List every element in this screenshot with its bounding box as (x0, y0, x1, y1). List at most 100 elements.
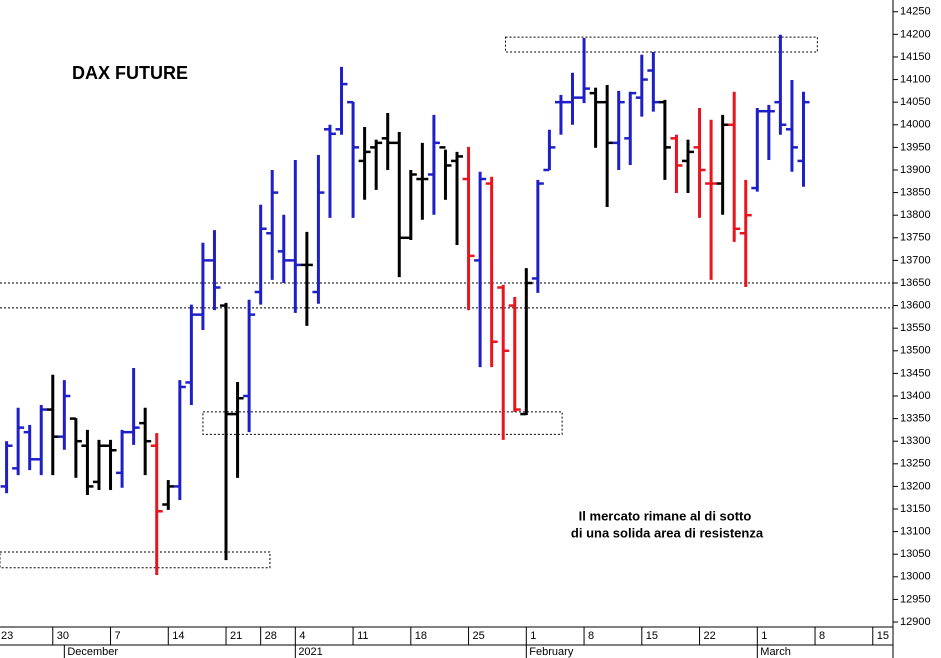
annotation: Il mercato rimane al di sotto (579, 508, 752, 523)
ohlc-bar (762, 104, 775, 161)
y-tick-label: 13600 (900, 299, 931, 311)
ohlc-bar (277, 214, 290, 283)
ohlc-bar (751, 108, 764, 192)
ohlc-bar (797, 91, 810, 187)
x-tick-label: 7 (115, 630, 121, 642)
y-tick-label: 12950 (900, 593, 931, 605)
ohlc-bar (451, 151, 464, 246)
ohlc-bar (231, 381, 244, 478)
x-tick-label: 28 (265, 630, 277, 642)
month-label: February (529, 646, 574, 658)
ohlc-bar (497, 284, 510, 440)
y-tick-label: 14150 (900, 51, 931, 63)
x-tick-label: 18 (415, 630, 427, 642)
ohlc-bar (578, 37, 591, 104)
y-tick-label: 14200 (900, 28, 931, 40)
y-tick-label: 13200 (900, 480, 931, 492)
ohlc-bar (554, 94, 567, 135)
y-tick-label: 13750 (900, 232, 931, 244)
ohlc-bar (139, 407, 152, 476)
ohlc-bar (485, 176, 498, 368)
ohlc-bar (92, 439, 105, 491)
x-tick-label: 30 (57, 630, 69, 642)
x-tick-label: 15 (646, 630, 658, 642)
ohlc-bar (370, 139, 383, 190)
ohlc-bar (0, 441, 13, 494)
ohlc-bar (474, 171, 487, 368)
ohlc-bar (393, 132, 406, 278)
zone (0, 551, 271, 569)
plot-area (0, 34, 893, 576)
y-tick-label: 13700 (900, 254, 931, 266)
y-tick-label: 13550 (900, 322, 931, 334)
ohlc-bar (716, 114, 729, 215)
y-tick-label: 13150 (900, 503, 931, 515)
ohlc-bar (196, 242, 209, 330)
ohlc-bar (670, 134, 683, 194)
y-tick-label: 13450 (900, 367, 931, 379)
ohlc-bar (358, 127, 371, 200)
y-tick-label: 13650 (900, 277, 931, 289)
ohlc-bar (185, 304, 198, 406)
ohlc-bar (543, 129, 556, 172)
y-tick-label: 13350 (900, 413, 931, 425)
y-tick-label: 13850 (900, 186, 931, 198)
x-tick-label: 23 (1, 630, 13, 642)
ohlc-bar (381, 113, 394, 170)
ohlc-bar (647, 51, 660, 112)
x-tick-label: 1 (761, 630, 767, 642)
month-label: March (760, 646, 791, 658)
ohlc-bar (728, 91, 741, 242)
ohlc-bar (508, 297, 521, 412)
ohlc-bar (208, 230, 221, 311)
x-tick-label: 11 (357, 630, 368, 642)
y-tick-label: 13400 (900, 390, 931, 402)
ohlc-bar (439, 146, 452, 200)
ohlc-bar (693, 108, 706, 218)
ohlc-bar (58, 380, 71, 450)
ohlc-bar (289, 160, 302, 313)
y-tick-label: 14250 (900, 6, 931, 18)
ohlc-bar (127, 367, 140, 445)
x-tick-label: 15 (877, 630, 889, 642)
ohlc-bar (162, 480, 175, 510)
ohlc-bar (531, 179, 544, 293)
ohlc-bar (705, 119, 718, 280)
ohlc-bar (612, 90, 625, 170)
x-tick-label: 8 (819, 630, 825, 642)
ohlc-bar (416, 142, 429, 220)
ohlc-bar (23, 424, 36, 471)
ohlc-bar (243, 299, 256, 433)
y-tick-label: 13100 (900, 526, 931, 538)
ohlc-bar (173, 380, 186, 500)
ohlc-bar (601, 84, 614, 208)
ohlc-bar (266, 169, 279, 280)
x-tick-label: 8 (588, 630, 594, 642)
y-tick-label: 13300 (900, 435, 931, 447)
ohlc-bar (81, 429, 94, 495)
ohlc-bar (427, 114, 440, 215)
x-tick-label: 21 (230, 630, 242, 642)
x-tick-label: 22 (704, 630, 716, 642)
ohlc-bar (35, 405, 48, 476)
x-tick-label: 25 (473, 630, 485, 642)
ohlc-bar (462, 146, 475, 311)
y-tick-label: 13900 (900, 164, 931, 176)
ohlc-bar (566, 72, 579, 125)
y-tick-label: 12900 (900, 616, 931, 628)
ohlc-bar (681, 139, 694, 194)
y-tick-label: 13050 (900, 548, 931, 560)
ohlc-bar (347, 100, 360, 218)
ohlc-bar (658, 99, 671, 180)
ohlc-bar (520, 268, 533, 416)
zone (202, 411, 563, 435)
x-tick-label: 4 (299, 630, 305, 642)
ohlc-bar (739, 179, 752, 288)
y-tick-label: 14000 (900, 119, 931, 131)
ohlc-bar (404, 169, 417, 241)
ohlc-bar (104, 439, 117, 491)
annotation: di una solida area di resistenza (571, 525, 764, 540)
